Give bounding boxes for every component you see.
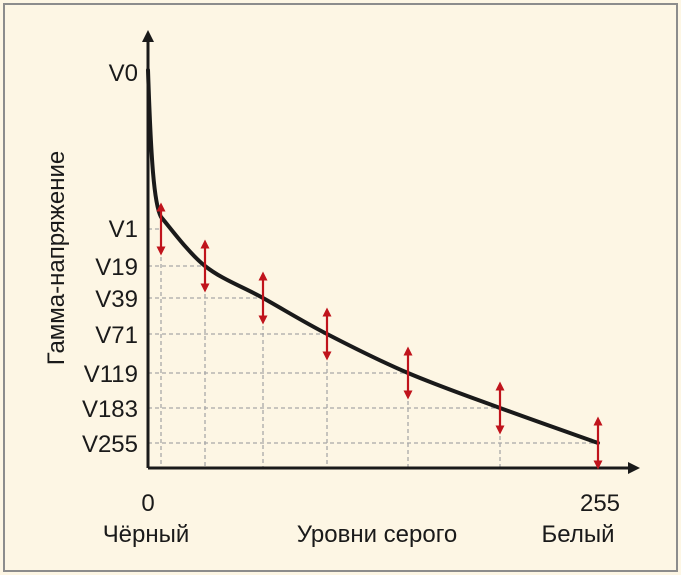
x-axis-title: Уровни серого — [297, 521, 458, 548]
adjust-arrows — [156, 202, 603, 470]
y-tick-V183: V183 — [82, 396, 138, 423]
x-tick-255: 255 — [580, 490, 620, 517]
y-tick-V19: V19 — [95, 254, 138, 281]
y-tick-V0: V0 — [109, 60, 138, 87]
x-end-label-black: Чёрный — [103, 521, 190, 548]
gamma-curve — [146, 68, 600, 445]
y-tick-V39: V39 — [95, 286, 138, 313]
y-tick-labels: V0 V1 V19 V39 V71 V119 V183 V255 — [82, 60, 138, 458]
x-tick-0: 0 — [141, 490, 154, 517]
y-axis-title: Гамма-напряжение — [43, 151, 70, 365]
y-tick-V1: V1 — [109, 216, 138, 243]
y-tick-V119: V119 — [84, 361, 138, 388]
y-tick-V255: V255 — [82, 431, 138, 458]
y-tick-V71: V71 — [95, 322, 138, 349]
x-end-label-white: Белый — [542, 521, 615, 548]
chart-frame — [3, 3, 678, 572]
grid-lines — [148, 228, 599, 468]
